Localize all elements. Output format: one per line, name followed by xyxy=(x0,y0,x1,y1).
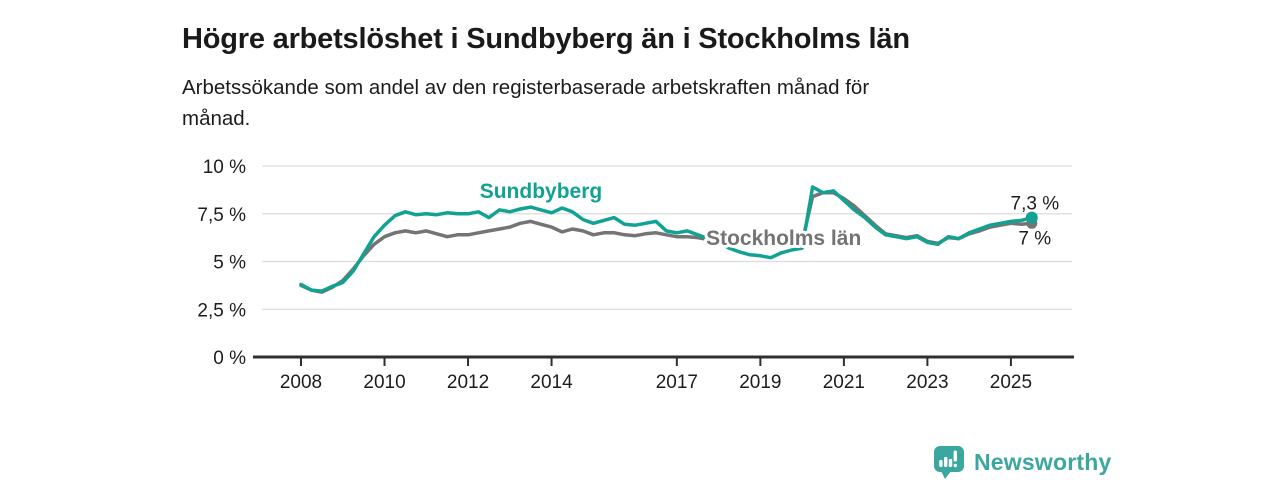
series-line-sundbyberg xyxy=(299,185,1034,293)
chart-subtitle-line-1: Arbetssökande som andel av den registerb… xyxy=(182,76,870,99)
x-axis-tick-label: 2021 xyxy=(823,372,865,393)
newsworthy-brand-text: Newsworthy xyxy=(974,449,1112,475)
y-axis-tick-label: 5 % xyxy=(213,253,246,274)
newsworthy-brand-link[interactable]: Newsworthy xyxy=(933,445,1111,480)
y-axis-tick-label: 0 % xyxy=(213,348,246,369)
series-label-stockholms-l-n: Stockholms län xyxy=(706,227,861,250)
series-end-dot-sundbyberg xyxy=(1025,211,1038,224)
y-axis-tick-label: 2,5 % xyxy=(197,300,246,321)
chart-subtitle: Arbetssökande som andel av den registerb… xyxy=(182,72,1062,134)
x-axis-tick-label: 2025 xyxy=(990,372,1032,393)
x-axis-tick-label: 2019 xyxy=(739,372,781,393)
y-axis-tick-label: 10 % xyxy=(203,157,246,178)
series-label-sundbyberg: Sundbyberg xyxy=(480,180,603,203)
page-title: Högre arbetslöshet i Sundbyberg än i Sto… xyxy=(182,23,910,56)
value-label-stockholms-l-n: 7 % xyxy=(1018,228,1051,249)
x-axis-tick-label: 2010 xyxy=(363,372,405,393)
x-axis-tick-label: 2008 xyxy=(280,372,322,393)
y-axis-tick-label: 7,5 % xyxy=(197,205,246,226)
chart-subtitle-line-2: månad. xyxy=(182,107,251,130)
value-label-sundbyberg: 7,3 % xyxy=(1011,194,1060,215)
x-axis-tick-label: 2023 xyxy=(906,372,948,393)
series-line-stockholms-l-n xyxy=(299,190,1034,294)
x-axis-tick-label: 2012 xyxy=(447,372,489,393)
newsworthy-logo-icon xyxy=(934,446,964,479)
x-axis-tick-label: 2014 xyxy=(530,372,573,393)
x-axis-tick-label: 2017 xyxy=(656,372,698,393)
